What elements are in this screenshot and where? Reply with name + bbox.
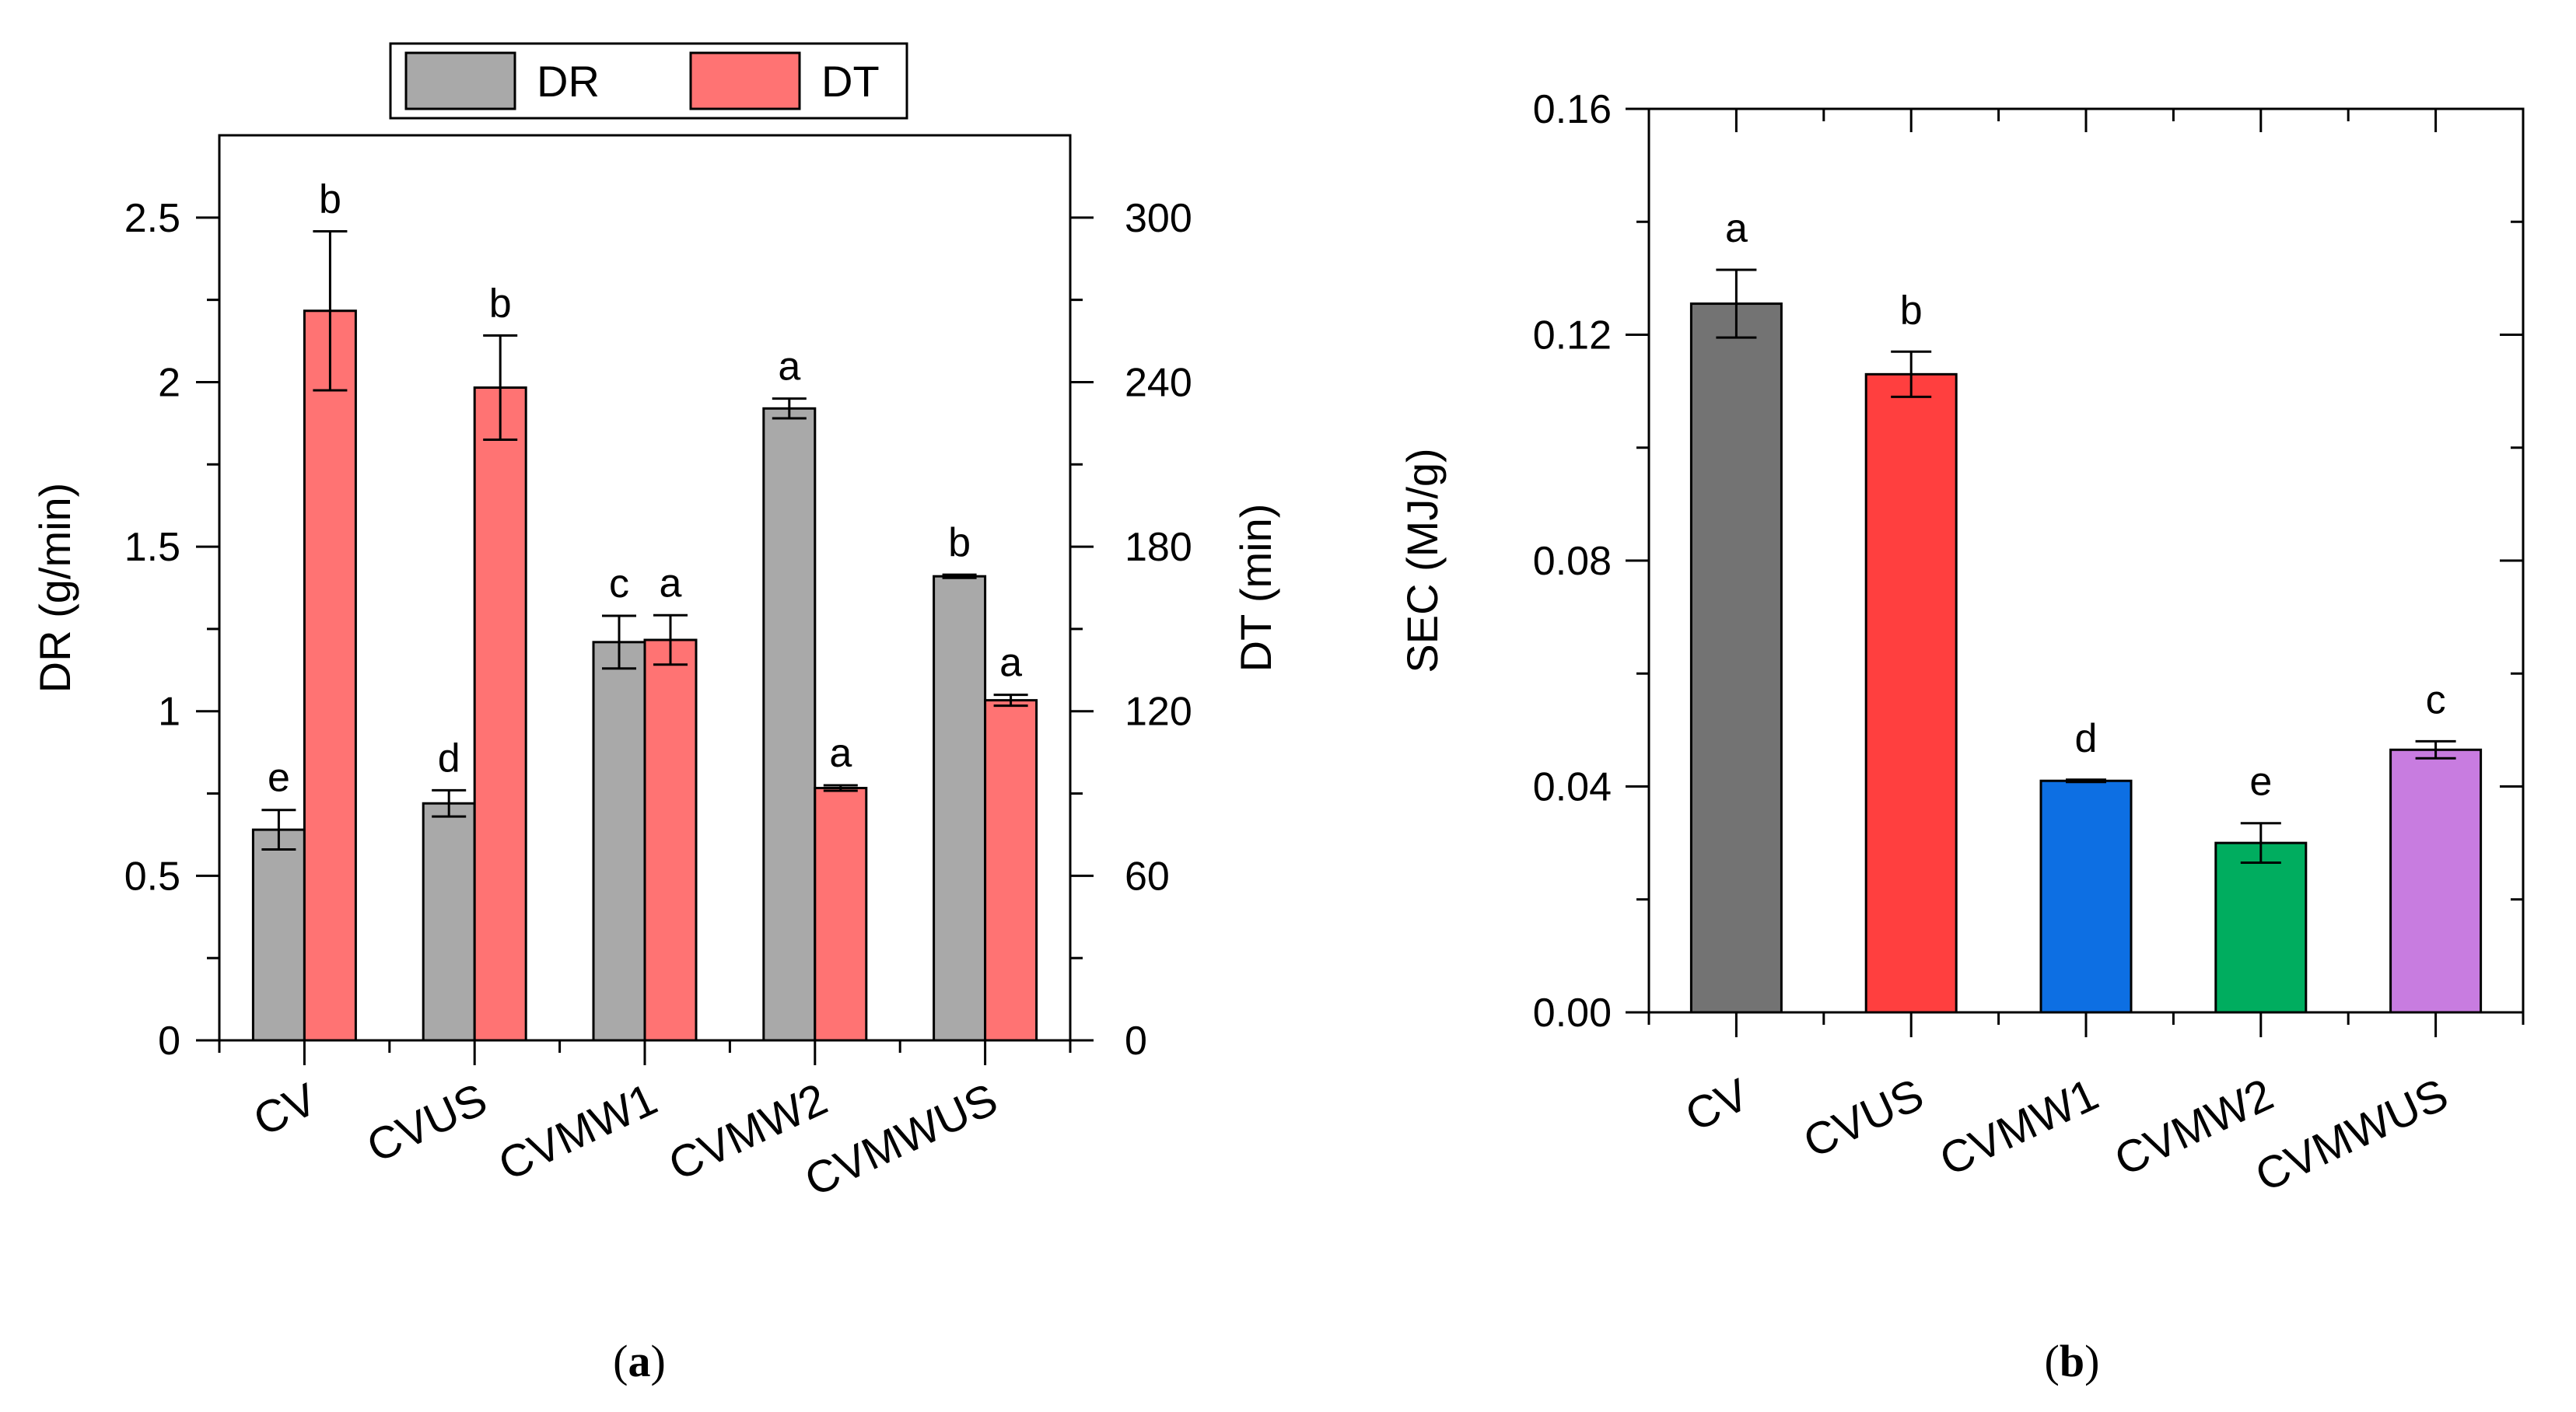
error-bar-dr-cvus <box>432 788 467 818</box>
panel-b-letter: b <box>2060 1336 2084 1386</box>
sig-label-dt-cvmw1: a <box>660 561 682 606</box>
sig-label-dt-cvmwus: a <box>999 641 1022 686</box>
bar-dr-cvmw1 <box>592 641 646 1042</box>
sig-label-dt-cvmw2: a <box>829 731 852 776</box>
category-label-cvus: CVUS <box>359 1074 495 1173</box>
right-tick-label-5: 300 <box>1125 196 1192 241</box>
error-bar-sec-cvmw1 <box>2066 778 2106 784</box>
legend-swatch-dr <box>404 51 516 110</box>
left-tick-label-0: 0.00 <box>1533 991 1612 1036</box>
left-tick-label-2: 1 <box>158 690 180 735</box>
error-bar-sec-cvus <box>1891 350 1932 398</box>
error-bar-dt-cvmw1 <box>653 613 688 666</box>
sig-label-sec-cvmw1: d <box>2075 716 2098 761</box>
left-tick-label-4: 2 <box>158 360 180 405</box>
left-tick-label-1: 0.5 <box>124 854 180 899</box>
sig-label-sec-cvmw2: e <box>2249 760 2272 805</box>
error-bar-dt-cvmw2 <box>823 784 858 792</box>
panel-b-label: (b) <box>2045 1336 2100 1386</box>
category-label-cvmwus: CVMWUS <box>797 1074 1005 1207</box>
sig-label-dt-cvus: b <box>489 281 512 326</box>
sig-label-sec-cvmwus: c <box>2426 677 2446 722</box>
panel-a-right-axis-title: DT (min) <box>1231 504 1280 673</box>
bar-sec-cvmwus <box>2389 748 2483 1014</box>
error-bar-dt-cv <box>313 229 348 392</box>
error-bar-dr-cvmwus <box>942 573 977 579</box>
panel-a-letter: a <box>628 1336 651 1386</box>
sig-label-sec-cvus: b <box>1900 288 1923 333</box>
bar-dt-cvmw1 <box>643 638 698 1042</box>
left-tick-label-5: 2.5 <box>124 196 180 241</box>
category-label-cvus: CVUS <box>1796 1069 1931 1168</box>
sig-label-dt-cv: b <box>319 176 341 222</box>
bar-dr-cvus <box>422 802 476 1042</box>
bar-dr-cv <box>251 828 306 1042</box>
sig-label-dr-cv: e <box>268 756 290 801</box>
panel-a-legend: DR DT <box>389 42 908 120</box>
error-bar-sec-cvmw2 <box>2240 822 2281 865</box>
left-tick-label-1: 0.04 <box>1533 765 1612 810</box>
error-bar-dt-cvmwus <box>993 694 1028 708</box>
bar-dt-cvmwus <box>984 699 1038 1042</box>
sig-label-dr-cvus: d <box>438 736 460 781</box>
right-tick-label-2: 120 <box>1125 690 1192 735</box>
bar-dt-cvus <box>473 386 527 1042</box>
error-bar-dr-cvmw2 <box>772 397 807 420</box>
error-bar-sec-cvmwus <box>2415 739 2456 760</box>
panel-a-left-axis-title: DR (g/min) <box>30 483 79 694</box>
legend-label-dr: DR <box>537 57 600 106</box>
category-label-cvmw1: CVMW1 <box>1932 1069 2105 1186</box>
panel-a-label: (a) <box>613 1336 666 1386</box>
sig-label-dr-cvmw2: a <box>778 344 800 390</box>
left-tick-label-3: 1.5 <box>124 525 180 570</box>
sig-label-dr-cvmw1: c <box>609 561 629 606</box>
right-tick-label-1: 60 <box>1125 854 1170 899</box>
right-tick-label-4: 240 <box>1125 360 1192 405</box>
sig-label-dr-cvmwus: b <box>948 520 971 565</box>
panel-b-axis-title: SEC (MJ/g) <box>1398 448 1447 673</box>
bar-dr-cvmwus <box>933 575 987 1042</box>
bar-sec-cv <box>1689 302 1783 1014</box>
left-tick-label-4: 0.16 <box>1533 87 1612 132</box>
category-label-cv: CV <box>1678 1069 1756 1141</box>
legend-label-dt: DT <box>821 57 880 106</box>
category-label-cv: CV <box>246 1074 324 1146</box>
bar-sec-cvmw2 <box>2214 841 2308 1014</box>
category-label-cvmwus: CVMWUS <box>2248 1069 2455 1202</box>
right-tick-label-0: 0 <box>1125 1019 1147 1064</box>
bar-sec-cvmw1 <box>2039 779 2133 1014</box>
error-bar-dr-cvmw1 <box>602 614 636 670</box>
error-bar-dt-cvus <box>483 334 518 442</box>
left-tick-label-2: 0.08 <box>1533 539 1612 584</box>
category-label-cvmw1: CVMW1 <box>491 1074 664 1190</box>
sig-label-sec-cv: a <box>1725 206 1748 251</box>
left-tick-label-0: 0 <box>158 1019 180 1064</box>
bar-sec-cvus <box>1864 372 1958 1014</box>
error-bar-dr-cv <box>261 809 296 851</box>
panel-b-chart: a b d e c 0.00 0.04 0.08 0.12 0.16 CV CVUS CVMW1 CV… <box>1398 87 2525 1386</box>
legend-swatch-dt <box>689 51 801 110</box>
bar-dt-cvmw2 <box>814 786 868 1042</box>
bar-dr-cvmw2 <box>762 407 817 1042</box>
left-tick-label-3: 0.12 <box>1533 313 1612 358</box>
bar-dt-cv <box>303 309 357 1042</box>
right-tick-label-3: 180 <box>1125 525 1192 570</box>
error-bar-sec-cv <box>1716 268 1757 339</box>
